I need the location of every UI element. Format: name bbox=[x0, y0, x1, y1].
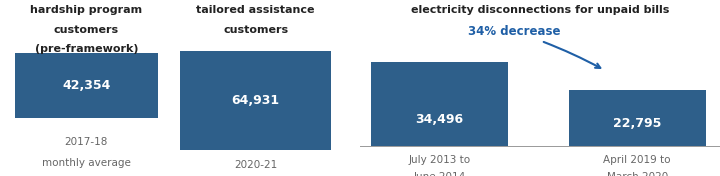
Text: 2017-18: 2017-18 bbox=[65, 137, 108, 147]
Text: April 2019 to: April 2019 to bbox=[603, 155, 671, 165]
Text: 42,354: 42,354 bbox=[62, 79, 111, 92]
Text: March 2020: March 2020 bbox=[606, 172, 668, 176]
Text: hardship program: hardship program bbox=[30, 5, 143, 15]
Text: electricity disconnections for unpaid bills: electricity disconnections for unpaid bi… bbox=[411, 5, 669, 15]
Bar bbox=[569, 90, 706, 146]
Text: 64,931: 64,931 bbox=[232, 94, 279, 107]
Text: June 2014: June 2014 bbox=[413, 172, 465, 176]
Text: monthly average: monthly average bbox=[42, 158, 131, 168]
Bar bbox=[180, 51, 331, 150]
Text: (pre-framework): (pre-framework) bbox=[35, 44, 138, 54]
Text: 34% decrease: 34% decrease bbox=[468, 25, 600, 68]
Text: customers: customers bbox=[54, 25, 119, 35]
Text: tailored assistance: tailored assistance bbox=[197, 5, 315, 15]
Text: 2020-21: 2020-21 bbox=[234, 160, 277, 170]
Text: July 2013 to: July 2013 to bbox=[408, 155, 470, 165]
Bar bbox=[15, 53, 158, 118]
Text: customers: customers bbox=[223, 25, 288, 35]
Bar bbox=[371, 62, 508, 146]
Text: 22,795: 22,795 bbox=[613, 117, 662, 130]
Text: 34,496: 34,496 bbox=[415, 112, 463, 125]
